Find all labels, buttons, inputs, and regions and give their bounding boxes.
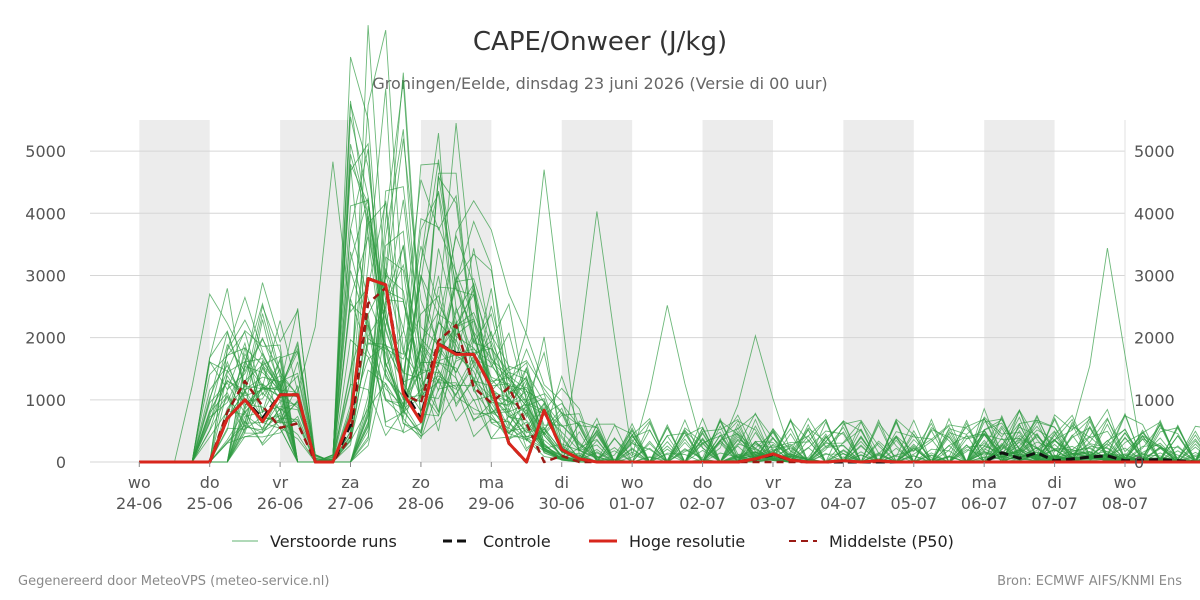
legend-perturbed-label: Verstoorde runs xyxy=(270,532,397,551)
y-tick-right-5000: 5000 xyxy=(1134,142,1175,161)
shade-band-4 xyxy=(702,120,773,462)
shade-band-2 xyxy=(420,120,492,462)
footer-right: Bron: ECMWF AIFS/KNMI Ens xyxy=(997,574,1182,589)
shade-band-3 xyxy=(561,120,633,462)
x-tick-date-3: 27-06 xyxy=(327,494,374,513)
x-axis: wo 24-06 do 25-06 vr 26-06 za 27-06 zo 28-06 ma 29-… xyxy=(116,462,1148,513)
x-tick-day-2: vr xyxy=(272,473,288,492)
legend-control-label: Controle xyxy=(483,532,551,551)
y-tick-right-0: 0 xyxy=(1134,453,1144,472)
x-tick-day-13: di xyxy=(1047,473,1062,492)
x-tick-date-9: 03-07 xyxy=(750,494,797,513)
x-tick-day-6: di xyxy=(554,473,569,492)
x-tick-day-0: wo xyxy=(128,473,151,492)
y-tick-left-5000: 5000 xyxy=(25,142,66,161)
x-tick-date-10: 04-07 xyxy=(820,494,867,513)
x-tick-date-7: 01-07 xyxy=(609,494,656,513)
x-tick-day-11: zo xyxy=(905,473,923,492)
y-tick-left-3000: 3000 xyxy=(25,266,66,285)
y-tick-right-2000: 2000 xyxy=(1134,329,1175,348)
y-tick-left-2000: 2000 xyxy=(25,329,66,348)
y-tick-left-0: 0 xyxy=(56,453,66,472)
x-tick-date-6: 30-06 xyxy=(538,494,585,513)
shade-band-6 xyxy=(984,120,1055,462)
x-tick-day-4: zo xyxy=(412,473,430,492)
y-tick-right-4000: 4000 xyxy=(1134,204,1175,223)
x-tick-day-5: ma xyxy=(479,473,504,492)
x-tick-date-4: 28-06 xyxy=(398,494,445,513)
legend-median-label: Middelste (P50) xyxy=(829,532,954,551)
x-tick-day-9: vr xyxy=(765,473,781,492)
ensemble-run-31 xyxy=(139,169,1200,463)
chart-subtitle: Groningen/Eelde, dinsdag 23 juni 2026 (V… xyxy=(372,74,827,93)
x-tick-date-11: 05-07 xyxy=(891,494,938,513)
footer-left: Gegenereerd door MeteoVPS (meteo-service… xyxy=(18,574,329,589)
y-tick-right-1000: 1000 xyxy=(1134,391,1175,410)
series-hoge-resolutie xyxy=(139,277,1200,464)
series-middelste-p50 xyxy=(139,286,1200,464)
chart-title: CAPE/Onweer (J/kg) xyxy=(473,27,727,57)
shade-band-5 xyxy=(843,120,914,462)
main-series xyxy=(139,277,1200,464)
x-tick-date-13: 07-07 xyxy=(1031,494,1078,513)
ensemble-run-28 xyxy=(139,154,1200,463)
y-tick-left-1000: 1000 xyxy=(25,391,66,410)
y-axis-right: 0 1000 2000 3000 4000 5000 xyxy=(1134,142,1175,472)
x-tick-day-3: za xyxy=(341,473,359,492)
x-tick-day-7: wo xyxy=(621,473,644,492)
legend-hires-label: Hoge resolutie xyxy=(629,532,745,551)
y-tick-right-3000: 3000 xyxy=(1134,266,1175,285)
ensemble-run-47 xyxy=(139,104,1200,463)
x-tick-date-8: 02-07 xyxy=(679,494,726,513)
x-tick-date-1: 25-06 xyxy=(186,494,233,513)
x-tick-date-12: 06-07 xyxy=(961,494,1008,513)
x-tick-day-12: ma xyxy=(971,473,996,492)
x-tick-day-10: za xyxy=(834,473,852,492)
x-tick-day-8: do xyxy=(693,473,713,492)
x-tick-day-14: wo xyxy=(1114,473,1137,492)
x-tick-date-14: 08-07 xyxy=(1102,494,1149,513)
shade-band-0 xyxy=(139,120,210,462)
x-tick-date-5: 29-06 xyxy=(468,494,515,513)
x-tick-date-0: 24-06 xyxy=(116,494,163,513)
x-tick-day-1: do xyxy=(200,473,220,492)
y-tick-left-4000: 4000 xyxy=(25,204,66,223)
x-tick-date-2: 26-06 xyxy=(257,494,304,513)
legend: Verstoorde runs Controle Hoge resolutie … xyxy=(232,532,954,551)
y-axis-left: 0 1000 2000 3000 4000 5000 xyxy=(25,142,66,472)
